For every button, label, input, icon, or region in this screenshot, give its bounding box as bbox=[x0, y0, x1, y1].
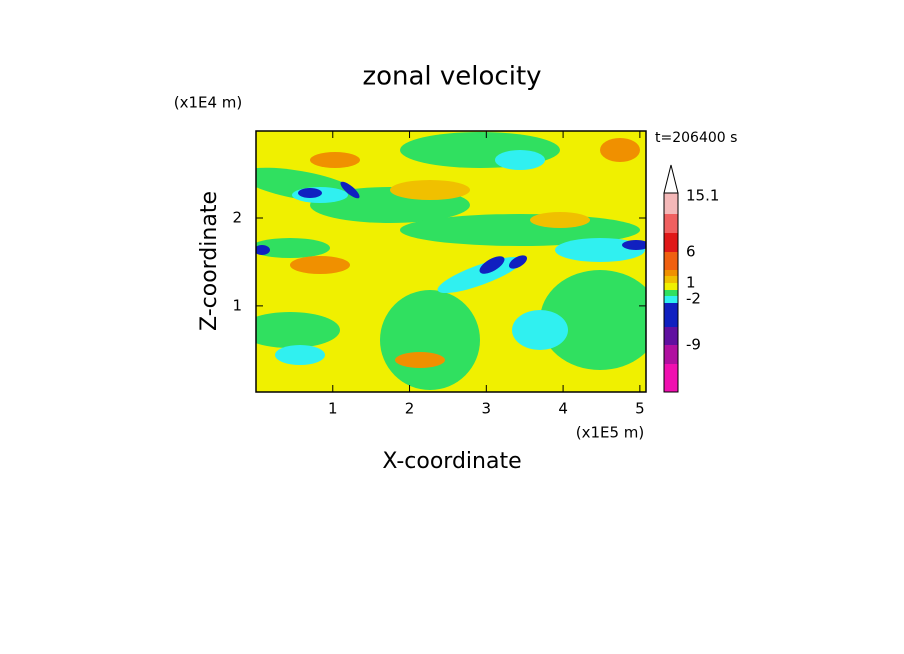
x-unit: (x1E5 m) bbox=[576, 424, 645, 442]
colorbar-label: 15.1 bbox=[686, 187, 719, 205]
colorbar-label: -9 bbox=[686, 336, 701, 354]
y-tick-label: 1 bbox=[232, 296, 242, 314]
plot-frame bbox=[255, 130, 647, 393]
time-label: t=206400 s bbox=[655, 130, 737, 146]
y-unit: (x1E4 m) bbox=[174, 94, 243, 112]
x-tick-label: 2 bbox=[405, 400, 415, 418]
x-axis-label: X-coordinate bbox=[382, 449, 521, 474]
x-tick-label: 5 bbox=[635, 400, 645, 418]
x-tick-label: 4 bbox=[558, 400, 568, 418]
colorbar-label: -2 bbox=[686, 290, 701, 308]
contour-field bbox=[256, 131, 646, 392]
x-tick-label: 1 bbox=[328, 400, 338, 418]
colorbar-label: 1 bbox=[686, 274, 696, 292]
colorbar: 15.1 6 1 -2 -9 bbox=[663, 164, 719, 393]
colorbar-label: 6 bbox=[686, 243, 696, 261]
y-axis-label: Z-coordinate bbox=[197, 191, 222, 331]
x-tick-label: 3 bbox=[482, 400, 492, 418]
chart-title: zonal velocity bbox=[362, 62, 541, 92]
y-tick-label: 2 bbox=[232, 209, 242, 227]
